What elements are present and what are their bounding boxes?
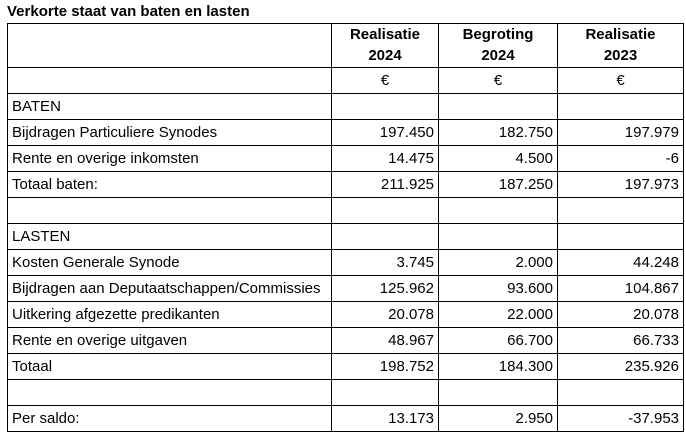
value-cell	[438, 197, 558, 224]
row-label-cell: Uitkering afgezette predikanten	[7, 301, 332, 328]
value-cell: 13.173	[331, 405, 439, 432]
value-cell: 198.752	[331, 353, 439, 380]
value-cell: 22.000	[438, 301, 558, 328]
row-label-cell: Kosten Generale Synode	[7, 249, 332, 276]
table-row: Totaal 198.752 184.300 235.926	[7, 353, 684, 380]
value-cell: 104.867	[557, 275, 684, 302]
value-cell: 4.500	[438, 145, 558, 172]
table-row: Rente en overige uitgaven 48.967 66.700 66.…	[7, 327, 684, 354]
header-line2: 2024	[481, 46, 515, 64]
header-begroting-2024: Begroting 2024	[438, 23, 558, 68]
currency-symbol: €	[331, 67, 439, 94]
row-label-cell: LASTEN	[7, 223, 332, 250]
unit-empty-cell	[7, 67, 332, 94]
row-label-cell: BATEN	[7, 93, 332, 120]
value-cell: 93.600	[438, 275, 558, 302]
row-label-cell: Bijdragen Particuliere Synodes	[7, 119, 332, 146]
header-line1: Realisatie	[349, 26, 421, 44]
currency-symbol: €	[438, 67, 558, 94]
header-line1: Begroting	[462, 26, 534, 44]
row-label-cell: Totaal	[7, 353, 332, 380]
table-row: LASTEN	[7, 223, 684, 250]
value-cell: -37.953	[557, 405, 684, 432]
table-row: Kosten Generale Synode 3.745 2.000 44.248	[7, 249, 684, 276]
table-row	[7, 379, 684, 406]
value-cell	[557, 197, 684, 224]
table-row: Per saldo: 13.173 2.950 -37.953	[7, 405, 684, 432]
table-row: Uitkering afgezette predikanten 20.078 22.…	[7, 301, 684, 328]
header-line2: 2024	[368, 46, 402, 64]
row-label-cell: Per saldo:	[7, 405, 332, 432]
value-cell: 14.475	[331, 145, 439, 172]
table-row: Totaal baten: 211.925 187.250 197.973	[7, 171, 684, 198]
value-cell	[331, 93, 439, 120]
value-cell	[557, 223, 684, 250]
value-cell: 66.700	[438, 327, 558, 354]
row-label-cell: Rente en overige uitgaven	[7, 327, 332, 354]
value-cell: 2.000	[438, 249, 558, 276]
table-row: BATEN	[7, 93, 684, 120]
currency-symbol: €	[557, 67, 684, 94]
value-cell	[557, 379, 684, 406]
header-realisatie-2023: Realisatie 2023	[557, 23, 684, 68]
value-cell: 125.962	[331, 275, 439, 302]
value-cell: 235.926	[557, 353, 684, 380]
value-cell: 197.973	[557, 171, 684, 198]
table-row: Rente en overige inkomsten 14.475 4.500 -6	[7, 145, 684, 172]
page-title: Verkorte staat van baten en lasten	[7, 3, 250, 20]
value-cell: 184.300	[438, 353, 558, 380]
value-cell: 197.450	[331, 119, 439, 146]
value-cell	[438, 379, 558, 406]
header-realisatie-2024: Realisatie 2024	[331, 23, 439, 68]
header-line2: 2023	[603, 46, 638, 64]
value-cell: 20.078	[557, 301, 684, 328]
table-row	[7, 197, 684, 224]
row-label-cell: Totaal baten:	[7, 171, 332, 198]
value-cell: 182.750	[438, 119, 558, 146]
row-label-cell	[7, 197, 332, 224]
row-label-cell: Rente en overige inkomsten	[7, 145, 332, 172]
row-label-cell	[7, 379, 332, 406]
value-cell: 3.745	[331, 249, 439, 276]
value-cell	[331, 197, 439, 224]
value-cell: 48.967	[331, 327, 439, 354]
value-cell: 211.925	[331, 171, 439, 198]
value-cell: 187.250	[438, 171, 558, 198]
value-cell: 197.979	[557, 119, 684, 146]
currency-unit-row: € € €	[7, 67, 684, 94]
table-header-row: Realisatie 2024 Begroting 2024 Realisati…	[7, 23, 684, 68]
value-cell: 20.078	[331, 301, 439, 328]
value-cell	[438, 93, 558, 120]
value-cell: 44.248	[557, 249, 684, 276]
table-body: BATEN Bijdragen Particuliere Synodes 197.4…	[7, 93, 684, 432]
value-cell: 66.733	[557, 327, 684, 354]
row-label-cell: Bijdragen aan Deputaatschappen/Commissie…	[7, 275, 332, 302]
table-row: Bijdragen aan Deputaatschappen/Commissie…	[7, 275, 684, 302]
value-cell	[557, 93, 684, 120]
value-cell	[438, 223, 558, 250]
header-line1: Realisatie	[585, 26, 656, 44]
value-cell: 2.950	[438, 405, 558, 432]
header-empty-cell	[7, 23, 332, 68]
value-cell	[331, 223, 439, 250]
financial-table: Realisatie 2024 Begroting 2024 Realisati…	[7, 23, 684, 432]
table-row: Bijdragen Particuliere Synodes 197.450 182…	[7, 119, 684, 146]
value-cell	[331, 379, 439, 406]
value-cell: -6	[557, 145, 684, 172]
